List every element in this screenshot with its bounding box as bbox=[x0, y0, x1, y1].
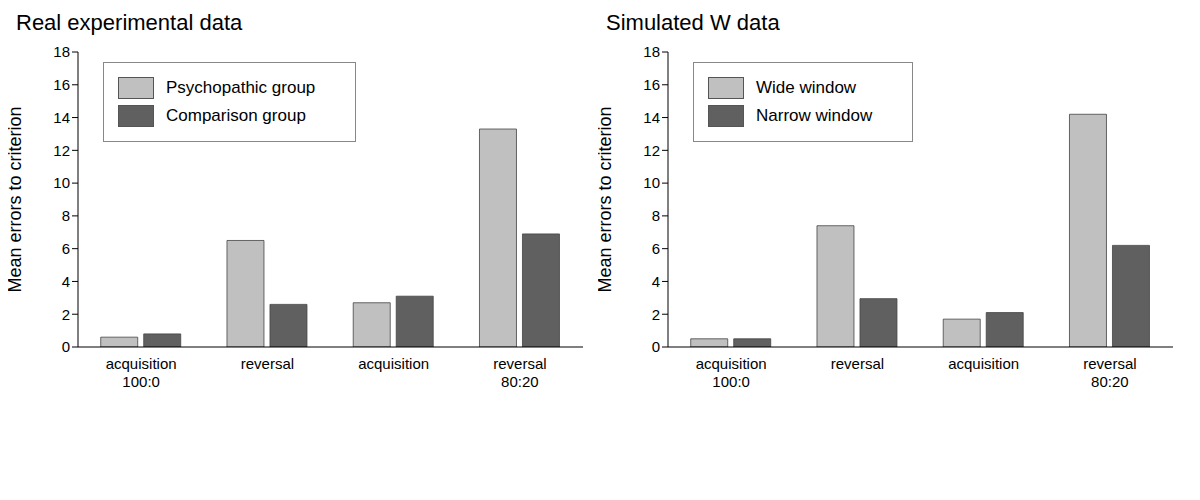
svg-text:Mean errors to criterion: Mean errors to criterion bbox=[598, 106, 615, 292]
html-text:Simulated W data: Simulated W data bbox=[606, 10, 780, 35]
html-text:Psychopathic group: Psychopathic group bbox=[166, 78, 316, 97]
svg-text:reversal: reversal bbox=[493, 355, 546, 372]
svg-text:12: 12 bbox=[643, 142, 660, 159]
svg-text:18: 18 bbox=[643, 43, 660, 60]
svg-text:16: 16 bbox=[53, 76, 70, 93]
html-text:Comparison group: Comparison group bbox=[166, 106, 306, 125]
svg-text:4: 4 bbox=[652, 273, 660, 290]
svg-text:2: 2 bbox=[652, 306, 660, 323]
svg-text:100:0: 100:0 bbox=[122, 373, 160, 390]
svg-text:80:20: 80:20 bbox=[1091, 373, 1129, 390]
svg-text:reversal: reversal bbox=[241, 355, 294, 372]
svg-text:2: 2 bbox=[62, 306, 70, 323]
svg-text:18: 18 bbox=[53, 43, 70, 60]
svg-text:80:20: 80:20 bbox=[501, 373, 539, 390]
svg-text:100:0: 100:0 bbox=[712, 373, 750, 390]
svg-text:10: 10 bbox=[53, 174, 70, 191]
html-text:Real experimental data: Real experimental data bbox=[16, 10, 243, 35]
svg-text:8: 8 bbox=[62, 207, 70, 224]
svg-text:6: 6 bbox=[62, 240, 70, 257]
svg-text:acquisition: acquisition bbox=[358, 355, 429, 372]
svg-text:6: 6 bbox=[652, 240, 660, 257]
svg-text:acquisition: acquisition bbox=[948, 355, 1019, 372]
svg-text:4: 4 bbox=[62, 273, 70, 290]
svg-text:8: 8 bbox=[652, 207, 660, 224]
svg-text:10: 10 bbox=[643, 174, 660, 191]
svg-text:reversal: reversal bbox=[831, 355, 884, 372]
html-text:Wide window: Wide window bbox=[756, 78, 857, 97]
svg-text:reversal: reversal bbox=[1083, 355, 1136, 372]
svg-text:acquisition: acquisition bbox=[696, 355, 767, 372]
svg-text:14: 14 bbox=[53, 109, 70, 126]
svg-text:16: 16 bbox=[643, 76, 660, 93]
svg-text:12: 12 bbox=[53, 142, 70, 159]
svg-text:Mean errors to criterion: Mean errors to criterion bbox=[8, 106, 25, 292]
svg-text:14: 14 bbox=[643, 109, 660, 126]
svg-text:0: 0 bbox=[62, 338, 70, 355]
svg-text:0: 0 bbox=[652, 338, 660, 355]
html-text:Narrow window: Narrow window bbox=[756, 106, 873, 125]
svg-text:acquisition: acquisition bbox=[106, 355, 177, 372]
